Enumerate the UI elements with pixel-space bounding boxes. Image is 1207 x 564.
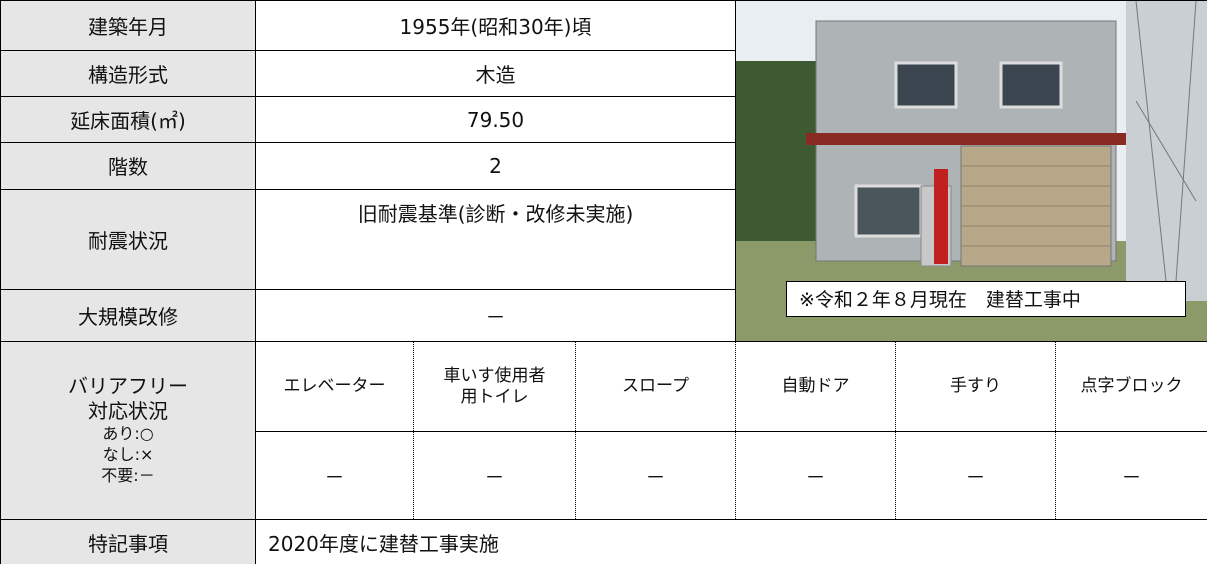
barrier-value: － xyxy=(1055,431,1207,520)
row-label: 階数 xyxy=(0,142,256,190)
row-value: 旧耐震基準(診断・改修未実施) xyxy=(254,188,737,290)
barrier-header: エレベーター xyxy=(255,341,414,432)
barrier-legend: なし:× xyxy=(102,445,154,465)
barrier-value: － xyxy=(895,431,1057,520)
photo-cell: ※令和２年８月現在 建替工事中 xyxy=(735,0,1207,342)
barrier-title: 対応状況 xyxy=(88,399,168,424)
barrier-value: － xyxy=(413,431,576,520)
row-label: 耐震状況 xyxy=(0,188,256,290)
row-label: 大規模改修 xyxy=(0,288,256,343)
barrier-legend: 不要:－ xyxy=(101,465,155,485)
row-label: 延床面積(㎡) xyxy=(0,96,256,144)
row-value: 木造 xyxy=(254,50,737,98)
row-value: 79.50 xyxy=(254,96,737,144)
barrier-header: 自動ドア xyxy=(735,341,897,432)
row-value: 1955年(昭和30年)頃 xyxy=(254,0,737,52)
row-value: － xyxy=(254,288,737,343)
barrier-header: 点字ブロック xyxy=(1055,341,1207,432)
building-photo xyxy=(736,1,1207,341)
barrier-label: バリアフリー 対応状況 あり:○ なし:× 不要:－ xyxy=(0,341,256,520)
barrier-header: スロープ xyxy=(574,341,737,432)
barrier-value: － xyxy=(255,431,414,520)
barrier-value: － xyxy=(574,431,737,520)
photo-caption: ※令和２年８月現在 建替工事中 xyxy=(786,281,1187,317)
row-label: 構造形式 xyxy=(0,50,256,98)
barrier-title: バリアフリー xyxy=(68,374,188,399)
row-label: 建築年月 xyxy=(0,0,256,52)
barrier-header: 車いす使用者用トイレ xyxy=(413,341,576,432)
notes-value: 2020年度に建替工事実施 xyxy=(254,519,1207,564)
barrier-value: － xyxy=(735,431,897,520)
barrier-header: 手すり xyxy=(895,341,1057,432)
notes-label: 特記事項 xyxy=(0,519,256,564)
row-value: 2 xyxy=(254,142,737,190)
barrier-legend: あり:○ xyxy=(102,424,154,444)
